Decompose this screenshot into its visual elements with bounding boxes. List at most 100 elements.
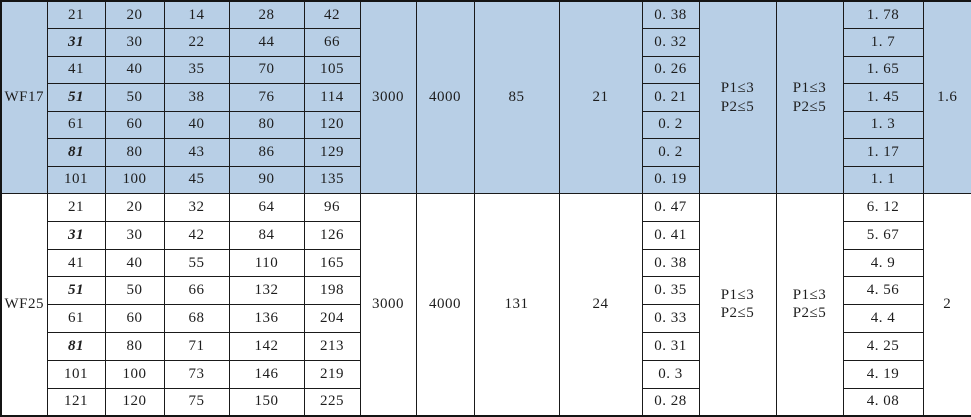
size-b-cell: 20 (104, 0, 165, 29)
pressure-2-cell: P1≤3 P2≤5 (775, 192, 844, 417)
value-e-cell: 42 (303, 0, 361, 29)
size-a-cell: 41 (46, 55, 106, 84)
flow-1-cell: 85 (473, 0, 560, 194)
model-cell-wf25: WF25 (0, 192, 48, 417)
table-row: 51 50 38 76 114 0. 21 1. 45 (1, 83, 971, 112)
value-e-cell: 105 (303, 55, 361, 84)
flow-2-cell: 24 (558, 192, 643, 417)
size-b-cell: 60 (104, 110, 165, 139)
value-e-cell: 120 (303, 110, 361, 139)
leak-cell: 0. 21 (641, 83, 700, 112)
size-a-cell: 41 (46, 248, 106, 278)
size-a-cell: 81 (46, 138, 106, 167)
pressure-1-cell: P1≤3 P2≤5 (698, 0, 777, 194)
response-cell: 4. 25 (842, 331, 924, 361)
leak-cell: 0. 32 (641, 28, 700, 57)
response-cell: 6. 12 (842, 193, 924, 222)
value-e-cell: 66 (303, 28, 361, 57)
leak-cell: 0. 38 (641, 0, 700, 29)
response-cell: 1. 1 (842, 165, 924, 194)
value-c-cell: 55 (163, 248, 230, 278)
table-row: 41 40 35 70 105 0. 26 1. 65 (1, 55, 971, 84)
leak-cell: 0. 35 (641, 276, 700, 306)
pressure-line: P2≤5 (720, 305, 755, 322)
pressure-line: P1≤3 (792, 79, 827, 96)
pressure-line: P2≤5 (792, 98, 827, 115)
value-c-cell: 43 (163, 138, 230, 167)
value-d-cell: 76 (228, 83, 305, 112)
pressure-1-cell: P1≤3 P2≤5 (698, 192, 777, 417)
speed-2-cell: 4000 (415, 192, 475, 417)
flow-1-cell: 131 (473, 192, 560, 417)
value-d-cell: 86 (228, 138, 305, 167)
value-d-cell: 136 (228, 304, 305, 333)
pressure-2-cell: P1≤3 P2≤5 (775, 0, 844, 194)
value-e-cell: 135 (303, 165, 361, 194)
table-row: 81 80 43 86 129 0. 2 1. 17 (1, 138, 971, 167)
value-e-cell: 213 (303, 331, 361, 361)
response-cell: 4. 19 (842, 359, 924, 389)
size-a-cell: 61 (46, 304, 106, 333)
size-a-cell: 51 (46, 276, 106, 306)
size-a-cell: 121 (46, 387, 106, 417)
size-a-cell: 51 (46, 83, 106, 112)
size-b-cell: 40 (104, 248, 165, 278)
leak-cell: 0. 26 (641, 55, 700, 84)
response-cell: 4. 56 (842, 276, 924, 306)
pressure-line: P1≤3 (720, 79, 755, 96)
size-b-cell: 100 (104, 359, 165, 389)
value-e-cell: 225 (303, 387, 361, 417)
value-d-cell: 80 (228, 110, 305, 139)
table-row: 81 80 71 142 213 0. 31 4. 25 (1, 331, 971, 361)
size-a-cell: 61 (46, 110, 106, 139)
table-row: WF25 21 20 32 64 96 3000 4000 131 24 0. 47 P1≤3 P2≤5… (0, 192, 971, 417)
response-cell: 4. 4 (842, 304, 924, 333)
value-e-cell: 165 (303, 248, 361, 278)
speed-1-cell: 3000 (359, 0, 417, 194)
tolerance-cell: 2 (922, 192, 971, 417)
table-row: 41 40 55 110 165 0. 38 4. 9 (1, 248, 971, 278)
value-e-cell: 198 (303, 276, 361, 306)
table-row: 31 30 22 44 66 0. 32 1. 7 (1, 28, 971, 57)
value-d-cell: 84 (228, 220, 305, 250)
size-b-cell: 80 (104, 138, 165, 167)
value-c-cell: 32 (163, 193, 230, 222)
size-b-cell: 30 (104, 220, 165, 250)
size-b-cell: 40 (104, 55, 165, 84)
size-a-cell: 21 (46, 0, 106, 29)
value-d-cell: 28 (228, 0, 305, 29)
response-cell: 4. 08 (842, 387, 924, 417)
leak-cell: 0. 41 (641, 220, 700, 250)
value-e-cell: 114 (303, 83, 361, 112)
value-c-cell: 66 (163, 276, 230, 306)
response-cell: 1. 17 (842, 138, 924, 167)
flow-2-cell: 21 (558, 0, 643, 194)
value-e-cell: 96 (303, 193, 361, 222)
value-d-cell: 70 (228, 55, 305, 84)
value-d-cell: 64 (228, 193, 305, 222)
size-b-cell: 120 (104, 387, 165, 417)
size-a-cell: 101 (46, 359, 106, 389)
value-e-cell: 126 (303, 220, 361, 250)
value-c-cell: 75 (163, 387, 230, 417)
leak-cell: 0. 38 (641, 248, 700, 278)
value-e-cell: 129 (303, 138, 361, 167)
response-cell: 1. 78 (842, 0, 924, 29)
response-cell: 4. 9 (842, 248, 924, 278)
size-a-cell: 21 (46, 193, 106, 222)
leak-cell: 0. 47 (641, 193, 700, 222)
size-a-cell: 31 (46, 220, 106, 250)
value-c-cell: 40 (163, 110, 230, 139)
tolerance-cell: 1.6 (922, 0, 971, 194)
value-d-cell: 90 (228, 165, 305, 194)
response-cell: 1. 45 (842, 83, 924, 112)
leak-cell: 0. 19 (641, 165, 700, 194)
value-d-cell: 142 (228, 331, 305, 361)
speed-2-cell: 4000 (415, 0, 475, 194)
size-a-cell: 31 (46, 28, 106, 57)
response-cell: 5. 67 (842, 220, 924, 250)
size-b-cell: 50 (104, 276, 165, 306)
pressure-line: P1≤3 (720, 286, 755, 303)
leak-cell: 0. 31 (641, 331, 700, 361)
